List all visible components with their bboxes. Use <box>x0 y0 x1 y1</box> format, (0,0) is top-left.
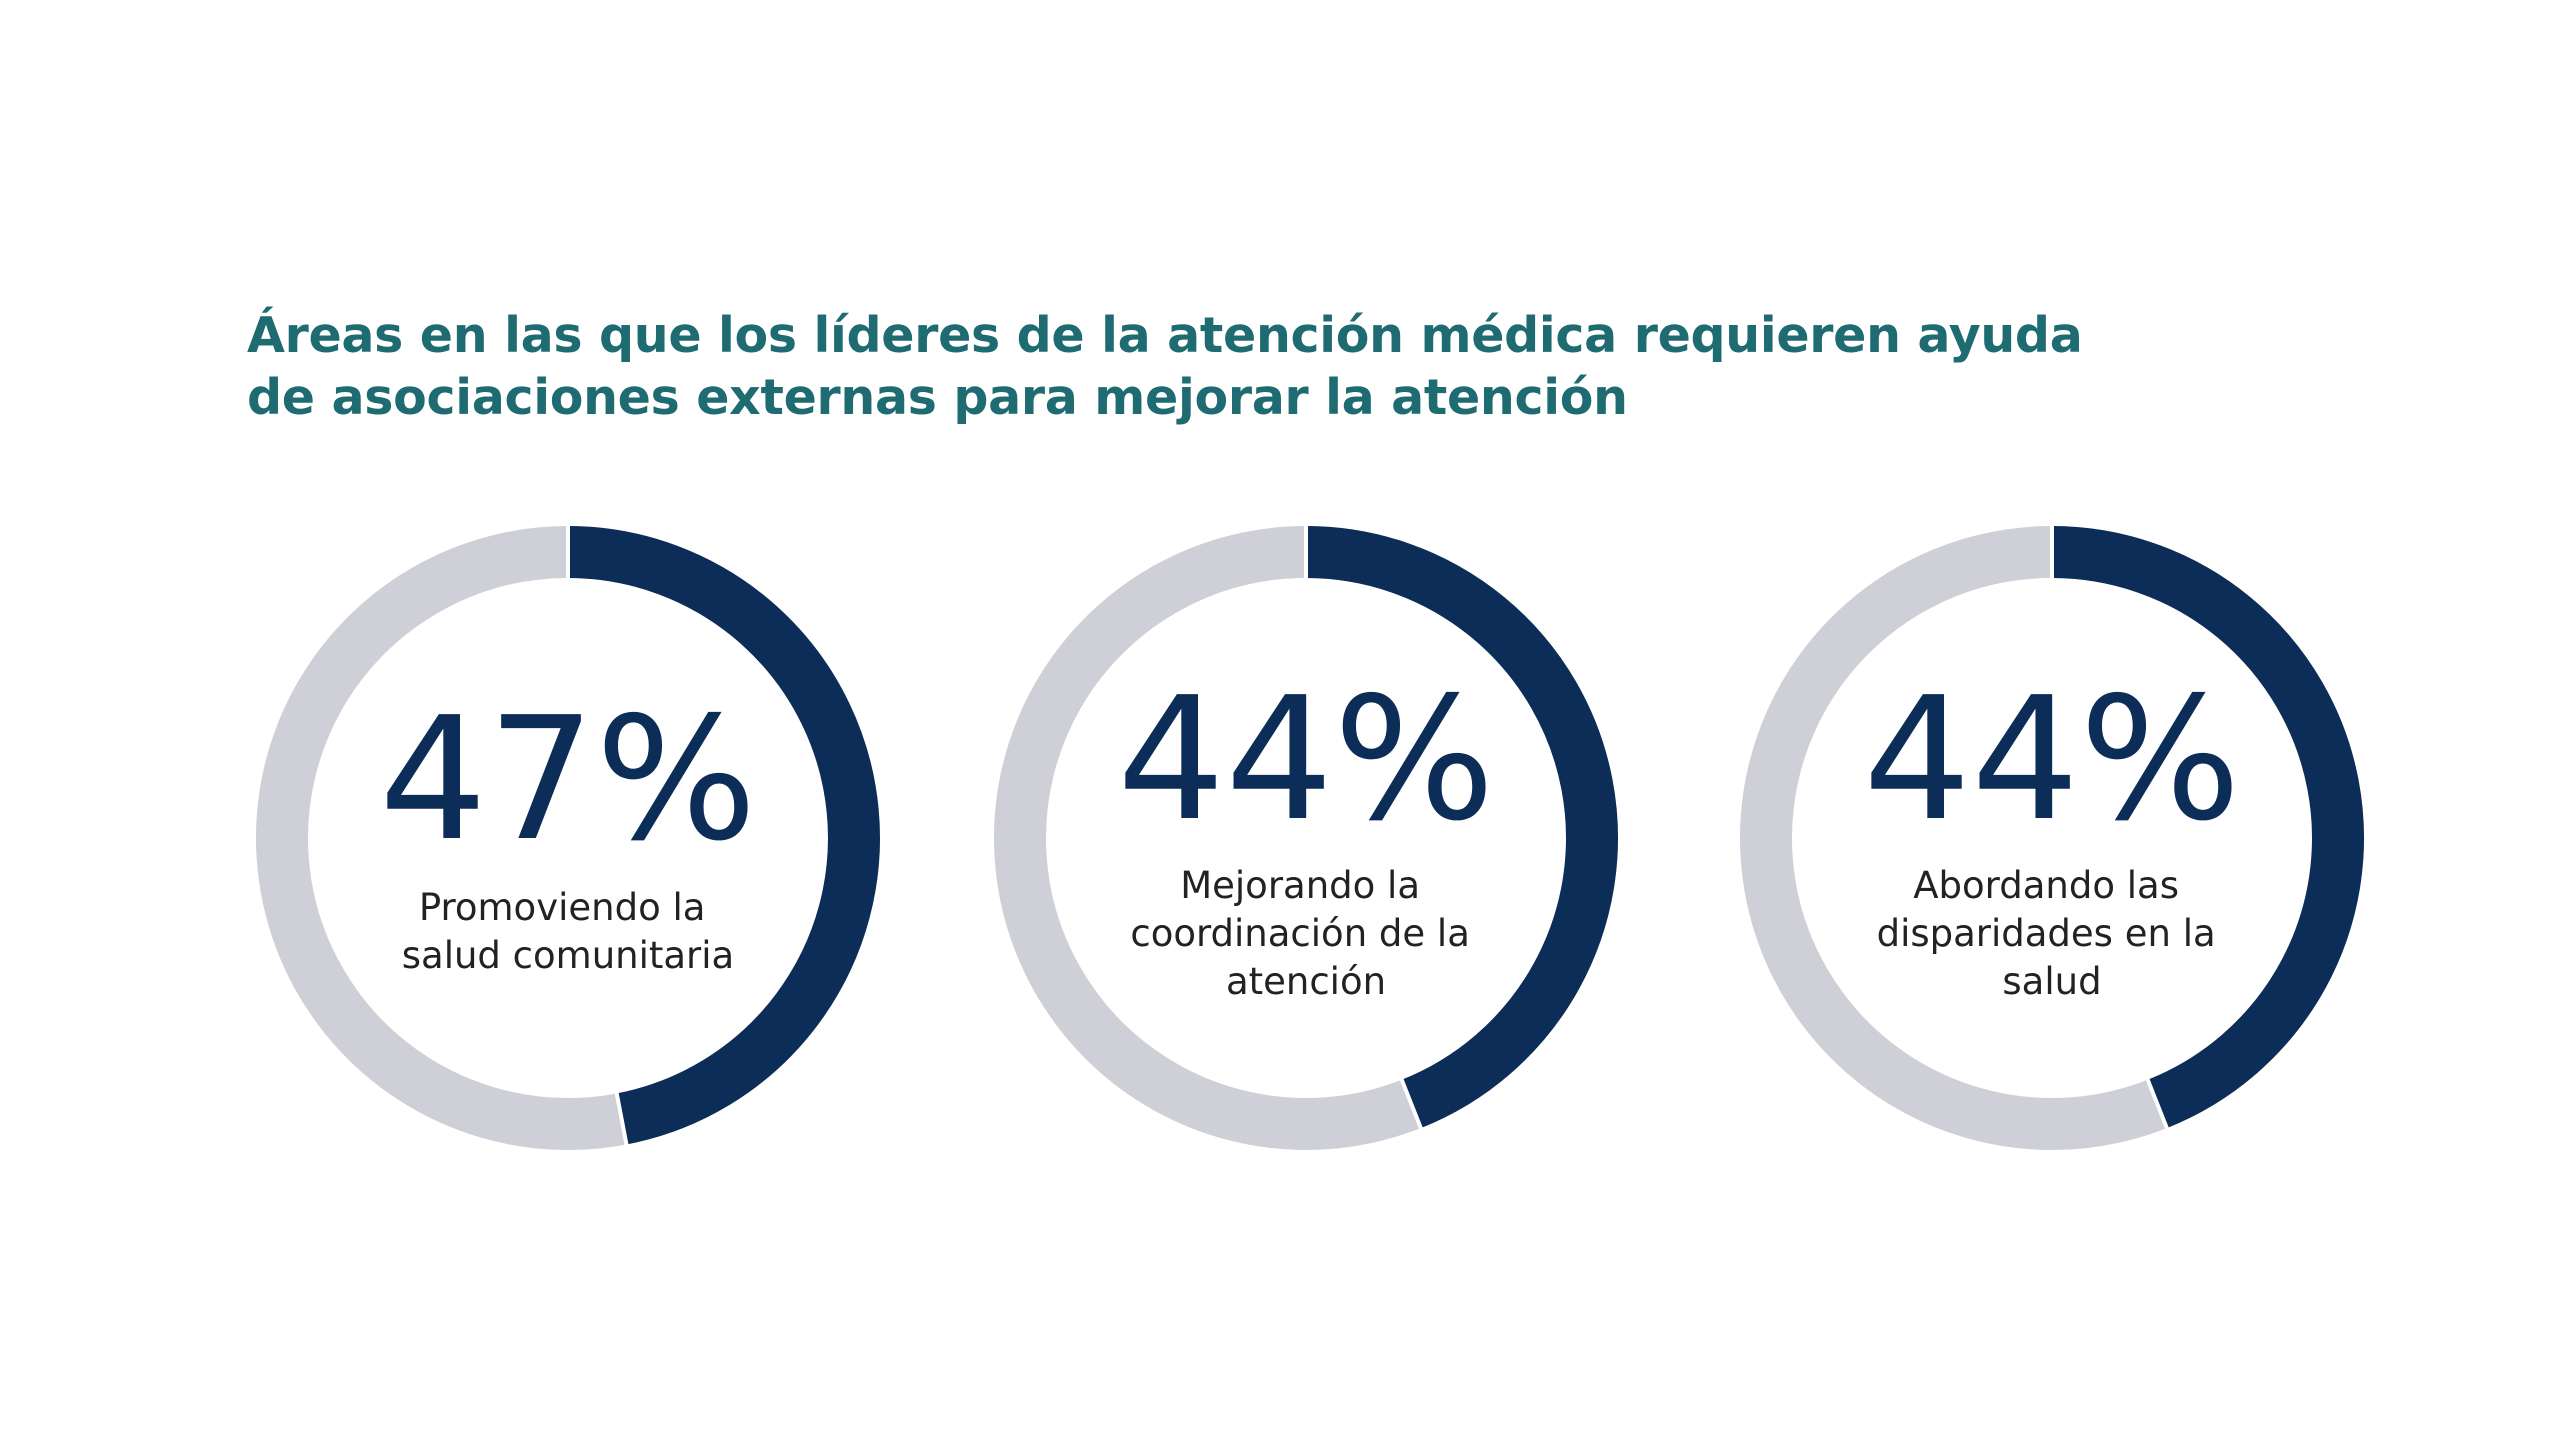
chart-title: Áreas en las que los líderes de la atenc… <box>247 305 2083 429</box>
donut-category-label: Mejorando la coordinación de la atención <box>1130 864 1481 1003</box>
donut-value-arc <box>567 526 880 1145</box>
donut-value-arc <box>1305 526 1618 1129</box>
donut-chart-3: 44% Abordando las disparidades en la sal… <box>1740 524 2364 1150</box>
chart-title-line-2: de asociaciones externas para mejorar la… <box>247 369 1628 426</box>
donut-chart-1: 47% Promoviendo la salud comunitaria <box>256 524 880 1150</box>
category-label-line: salud comunitaria <box>402 934 734 977</box>
category-label-line: salud <box>2002 960 2101 1003</box>
category-label-line: coordinación de la <box>1130 912 1470 955</box>
category-label-line: Promoviendo la <box>419 886 706 929</box>
donut-category-label: Promoviendo la salud comunitaria <box>402 886 734 977</box>
arc-separator-end <box>1399 1077 1424 1131</box>
donut-chart-2: 44% Mejorando la coordinación de la aten… <box>994 524 1618 1150</box>
arc-separator-end <box>614 1091 629 1147</box>
category-label-line: Abordando las <box>1913 864 2179 907</box>
category-label-line: disparidades en la <box>1877 912 2216 955</box>
donut-value-label: 44% <box>1863 661 2241 859</box>
chart-title-line-1: Áreas en las que los líderes de la atenc… <box>247 307 2083 364</box>
arc-separator-end <box>2145 1077 2170 1131</box>
donut-value-label: 47% <box>379 681 757 879</box>
donut-value-label: 44% <box>1117 661 1495 859</box>
category-label-line: Mejorando la <box>1180 864 1420 907</box>
donut-category-label: Abordando las disparidades en la salud <box>1877 864 2228 1003</box>
category-label-line: atención <box>1226 960 1386 1003</box>
donut-value-arc <box>2051 526 2364 1129</box>
